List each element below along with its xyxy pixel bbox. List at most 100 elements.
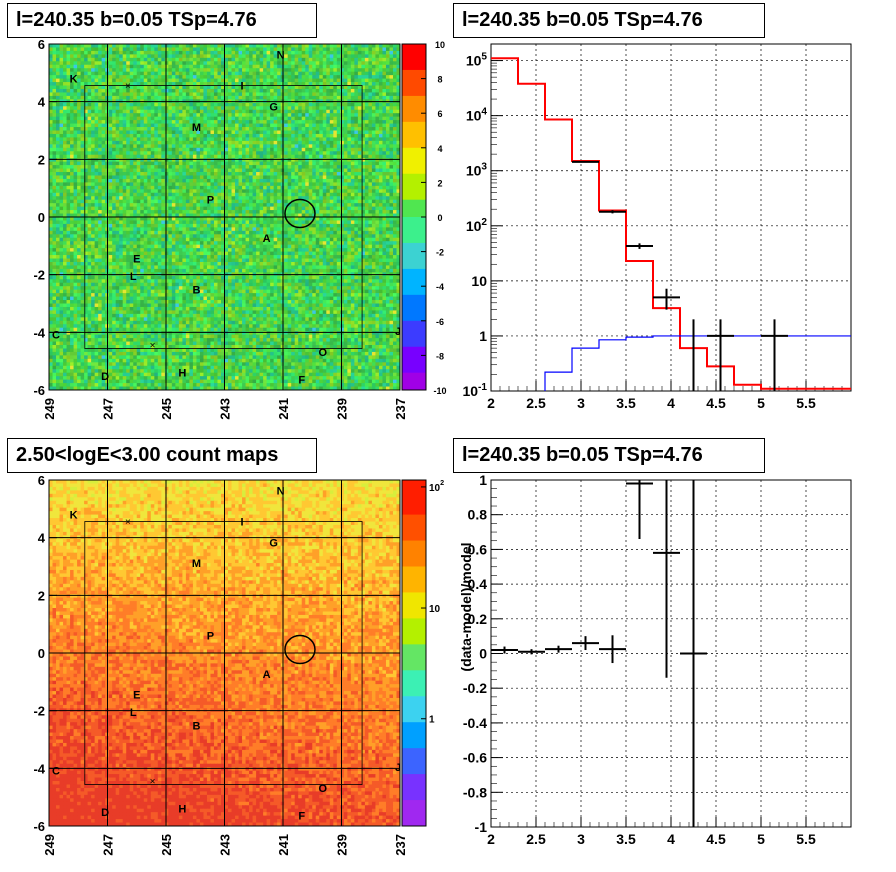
- residual-map-pixel: [196, 213, 201, 218]
- residual-map-pixel: [108, 82, 113, 87]
- residual-map-pixel: [312, 95, 317, 100]
- residual-map-pixel: [235, 88, 240, 93]
- residual-map-pixel: [115, 68, 120, 73]
- residual-map-pixel: [396, 47, 401, 52]
- residual-map-pixel: [270, 61, 275, 66]
- residual-map-pixel: [392, 178, 397, 183]
- residual-map-pixel: [294, 68, 299, 73]
- residual-map-pixel: [361, 185, 366, 190]
- residual-map-pixel: [192, 175, 197, 180]
- residual-map-pixel: [108, 199, 113, 204]
- residual-map-pixel: [361, 182, 366, 187]
- residual-map-pixel: [224, 85, 229, 90]
- residual-map-pixel: [224, 123, 229, 128]
- residual-map-pixel: [231, 127, 236, 131]
- residual-map-pixel: [249, 158, 254, 163]
- residual-map-pixel: [115, 196, 120, 201]
- residual-map-pixel: [385, 106, 390, 111]
- residual-map-pixel: [122, 137, 127, 142]
- residual-map-pixel: [56, 88, 61, 93]
- residual-map-pixel: [213, 54, 218, 59]
- residual-map-pixel: [364, 82, 369, 87]
- residual-map-pixel: [70, 189, 75, 194]
- residual-map-pixel: [270, 185, 275, 190]
- residual-map-pixel: [161, 68, 166, 73]
- residual-map-pixel: [182, 175, 187, 180]
- residual-map-pixel: [161, 109, 166, 114]
- residual-map-pixel: [143, 95, 148, 100]
- residual-map-pixel: [259, 130, 264, 135]
- residual-map-pixel: [199, 161, 204, 166]
- residual-map-pixel: [238, 109, 243, 114]
- residual-map-pixel: [112, 120, 117, 125]
- residual-map-pixel: [63, 50, 68, 55]
- residual-map-pixel: [396, 68, 401, 73]
- residual-map-pixel: [382, 75, 387, 80]
- residual-map-pixel: [347, 120, 352, 125]
- residual-map-pixel: [220, 182, 225, 187]
- residual-map-pixel: [273, 199, 278, 204]
- residual-map-pixel: [357, 206, 362, 211]
- residual-map-pixel: [259, 151, 264, 156]
- residual-map-pixel: [259, 44, 264, 48]
- residual-map-pixel: [319, 82, 324, 87]
- residual-map-pixel: [140, 151, 145, 156]
- residual-map-pixel: [192, 196, 197, 201]
- residual-map-pixel: [213, 116, 218, 121]
- residual-map-pixel: [336, 85, 341, 90]
- residual-map-pixel: [136, 189, 141, 194]
- residual-map-pixel: [178, 106, 183, 111]
- residual-map-pixel: [161, 137, 166, 142]
- residual-map-pixel: [140, 189, 145, 194]
- residual-map-pixel: [150, 61, 155, 66]
- residual-map-pixel: [308, 144, 313, 149]
- residual-map-pixel: [231, 50, 236, 55]
- residual-map-pixel: [392, 44, 397, 48]
- residual-map-pixel: [150, 137, 155, 142]
- residual-map-pixel: [259, 75, 264, 80]
- residual-map-pixel: [175, 213, 180, 218]
- residual-map-pixel: [249, 189, 254, 194]
- residual-map-pixel: [228, 175, 233, 180]
- residual-map-pixel: [203, 203, 208, 208]
- residual-map-pixel: [375, 116, 380, 121]
- residual-map-pixel: [66, 116, 71, 121]
- residual-map-pixel: [392, 123, 397, 128]
- residual-map-pixel: [389, 92, 394, 97]
- residual-map-pixel: [396, 71, 401, 76]
- residual-map-pixel: [277, 116, 282, 121]
- residual-map-pixel: [154, 88, 159, 93]
- residual-map-pixel: [375, 68, 380, 73]
- residual-map-pixel: [329, 82, 334, 87]
- residual-map-pixel: [56, 106, 61, 111]
- residual-map-pixel: [63, 140, 68, 145]
- residual-map-pixel: [287, 161, 292, 166]
- residual-map-pixel: [182, 47, 187, 52]
- residual-map-pixel: [59, 178, 64, 183]
- residual-map-pixel: [91, 196, 96, 201]
- residual-map-pixel: [91, 88, 96, 93]
- residual-map-pixel: [291, 68, 296, 73]
- residual-map-pixel: [263, 106, 268, 111]
- residual-map-pixel: [182, 154, 187, 159]
- residual-map-pixel: [126, 158, 131, 163]
- residual-map-pixel: [199, 57, 204, 62]
- residual-map-pixel: [91, 158, 96, 163]
- residual-map-pixel: [73, 127, 78, 131]
- residual-map-pixel: [385, 82, 390, 87]
- residual-map-pixel: [77, 54, 82, 59]
- residual-map-pixel: [305, 44, 310, 48]
- residual-map-pixel: [298, 151, 303, 156]
- residual-map-pixel: [277, 189, 282, 194]
- residual-map-pixel: [245, 95, 250, 100]
- residual-map-pixel: [126, 71, 131, 76]
- residual-map-pixel: [277, 106, 282, 111]
- residual-map-pixel: [119, 147, 124, 152]
- residual-map-pixel: [343, 57, 348, 62]
- residual-map-pixel: [322, 165, 327, 170]
- residual-map-pixel: [136, 78, 141, 83]
- residual-map-pixel: [112, 82, 117, 87]
- residual-map-pixel: [119, 88, 124, 93]
- residual-map-pixel: [368, 54, 373, 59]
